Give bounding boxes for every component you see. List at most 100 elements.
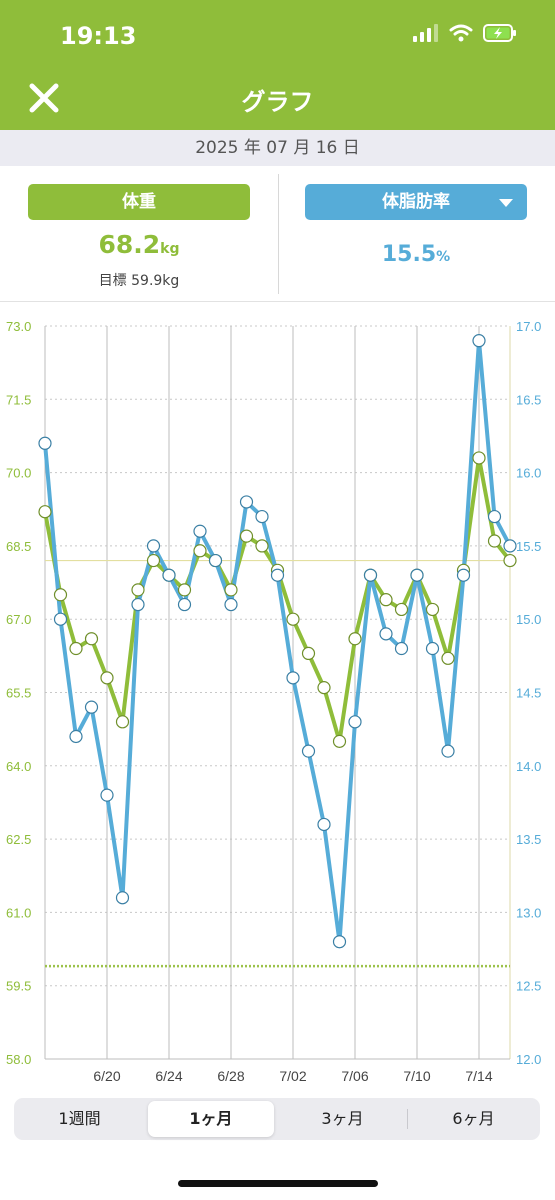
right-axis-tick-label: 15.0	[516, 612, 541, 627]
body-fat-series-point	[487, 509, 502, 524]
weight-series-point	[301, 646, 316, 661]
right-axis-tick-label: 16.0	[516, 466, 541, 481]
body-fat-series-point	[69, 729, 83, 744]
weight-series-point	[84, 632, 99, 646]
left-axis-tick-label: 73.0	[6, 319, 31, 334]
left-axis-tick-label: 62.5	[6, 832, 31, 847]
weight-number: 68.2	[98, 230, 161, 259]
body-fat-series-point	[394, 641, 409, 656]
weight-series-point	[332, 734, 347, 748]
chart-svg: 58.0 59.5 61.0 62.5 64.0 65.5 67.0 68.5 70.0 71.5…	[6, 319, 541, 1084]
body-fat-series-point	[472, 334, 486, 348]
weight-series-point	[69, 641, 83, 656]
home-indicator	[178, 1180, 378, 1187]
period-segmented-control: 1週間 1ヶ月 3ヶ月 6ヶ月	[14, 1098, 540, 1140]
body-fat-series-point	[208, 553, 223, 568]
weight-series-point	[472, 451, 486, 465]
body-fat-series-point	[115, 891, 130, 905]
body-fat-label: 体脂肪率	[382, 192, 450, 212]
body-fat-series-point	[425, 641, 440, 656]
weight-series-point	[53, 588, 68, 602]
page-title: グラフ	[241, 88, 314, 116]
right-axis-tick-label: 12.5	[516, 979, 541, 994]
right-axis-tick-label: 17.0	[516, 319, 541, 334]
body-fat-series-point	[348, 715, 362, 729]
wifi-icon	[449, 24, 473, 42]
weight-series-point	[379, 593, 393, 607]
weight-series-point	[224, 583, 238, 597]
weight-series-point	[255, 539, 269, 553]
weight-series-point	[503, 553, 517, 568]
body-fat-series-point	[332, 935, 347, 949]
weight-series-point	[239, 529, 254, 543]
x-axis-tick-label: 7/06	[341, 1068, 368, 1084]
x-axis-tick-label: 6/24	[155, 1068, 182, 1084]
body-fat-series-point	[239, 495, 254, 509]
left-axis-tick-label: 65.5	[6, 686, 31, 701]
weight-series-point	[115, 715, 130, 729]
weight-series-point	[286, 612, 300, 626]
body-fat-series-point	[363, 568, 378, 582]
body-fat-dropdown[interactable]: 体脂肪率	[305, 184, 527, 220]
body-fat-series-point	[270, 568, 285, 582]
x-axis-tick-label: 7/14	[465, 1068, 492, 1084]
body-fat-series-point	[53, 612, 68, 626]
weight-series-point	[441, 651, 455, 665]
left-axis-tick-label: 61.0	[6, 905, 31, 920]
body-fat-series-point	[146, 539, 161, 553]
app-header: 19:13 グラフ	[0, 0, 555, 130]
body-fat-series-point	[301, 744, 316, 758]
left-axis-tick-label: 58.0	[6, 1052, 31, 1067]
period-1month[interactable]: 1ヶ月	[148, 1101, 274, 1137]
weight-series-point	[487, 534, 502, 548]
right-axis-tick-label: 14.5	[516, 686, 541, 701]
body-fat-series-point	[441, 744, 455, 758]
right-axis-tick-label: 16.5	[516, 392, 541, 407]
weight-series-point	[177, 583, 192, 597]
body-fat-series-point	[224, 597, 238, 612]
body-fat-series-point	[456, 568, 471, 582]
cellular-icon	[413, 24, 438, 42]
left-axis-tick-label: 70.0	[6, 466, 31, 481]
x-axis-tick-label: 7/10	[403, 1068, 430, 1084]
weight-series-point	[394, 602, 409, 617]
left-axis-tick-label: 71.5	[6, 392, 31, 407]
body-fat-series-point	[286, 671, 300, 685]
body-fat-series-point	[84, 700, 99, 714]
right-axis-tick-label: 15.5	[516, 539, 541, 554]
left-axis-tick-label: 68.5	[6, 539, 31, 554]
summary-panel: 体重 68.2kg 目標 59.9kg 体脂肪率 15.5%	[0, 166, 555, 302]
date-bar: 2025 年 07 月 16 日	[0, 130, 555, 166]
left-axis-tick-label: 67.0	[6, 612, 31, 627]
body-fat-series-line	[43, 338, 512, 944]
left-axis-tick-label: 64.0	[6, 759, 31, 774]
right-axis-tick-label: 13.5	[516, 832, 541, 847]
body-fat-value: 15.5%	[305, 242, 527, 267]
chevron-down-icon	[499, 199, 513, 207]
weight-series-point	[38, 505, 52, 519]
weight-fat-chart[interactable]: 58.0 59.5 61.0 62.5 64.0 65.5 67.0 68.5 70.0 71.5…	[0, 302, 555, 1092]
body-fat-series-point	[193, 524, 207, 538]
body-fat-series-point	[162, 568, 176, 582]
weight-unit: kg	[160, 241, 180, 257]
period-1week[interactable]: 1週間	[58, 1109, 101, 1128]
body-fat-series-point	[379, 627, 393, 641]
close-icon[interactable]	[24, 78, 64, 118]
weight-series-point	[193, 544, 207, 558]
x-axis-tick-label: 6/20	[93, 1068, 120, 1084]
status-icons	[413, 24, 517, 42]
x-axis-tick-label: 7/02	[279, 1068, 306, 1084]
body-fat-series-point	[131, 597, 145, 612]
weight-series-point	[146, 553, 161, 568]
body-fat-series-point	[255, 509, 269, 524]
body-fat-unit: %	[436, 249, 451, 265]
weight-series-point	[131, 583, 145, 597]
weight-series-point	[317, 681, 331, 695]
period-6months[interactable]: 6ヶ月	[452, 1109, 495, 1128]
period-3months[interactable]: 3ヶ月	[321, 1109, 364, 1128]
body-fat-series-point	[503, 539, 517, 553]
left-axis-tick-label: 59.5	[6, 979, 31, 994]
body-fat-series-point	[410, 568, 424, 582]
body-fat-series-point	[177, 597, 192, 612]
status-time: 19:13	[60, 22, 137, 50]
